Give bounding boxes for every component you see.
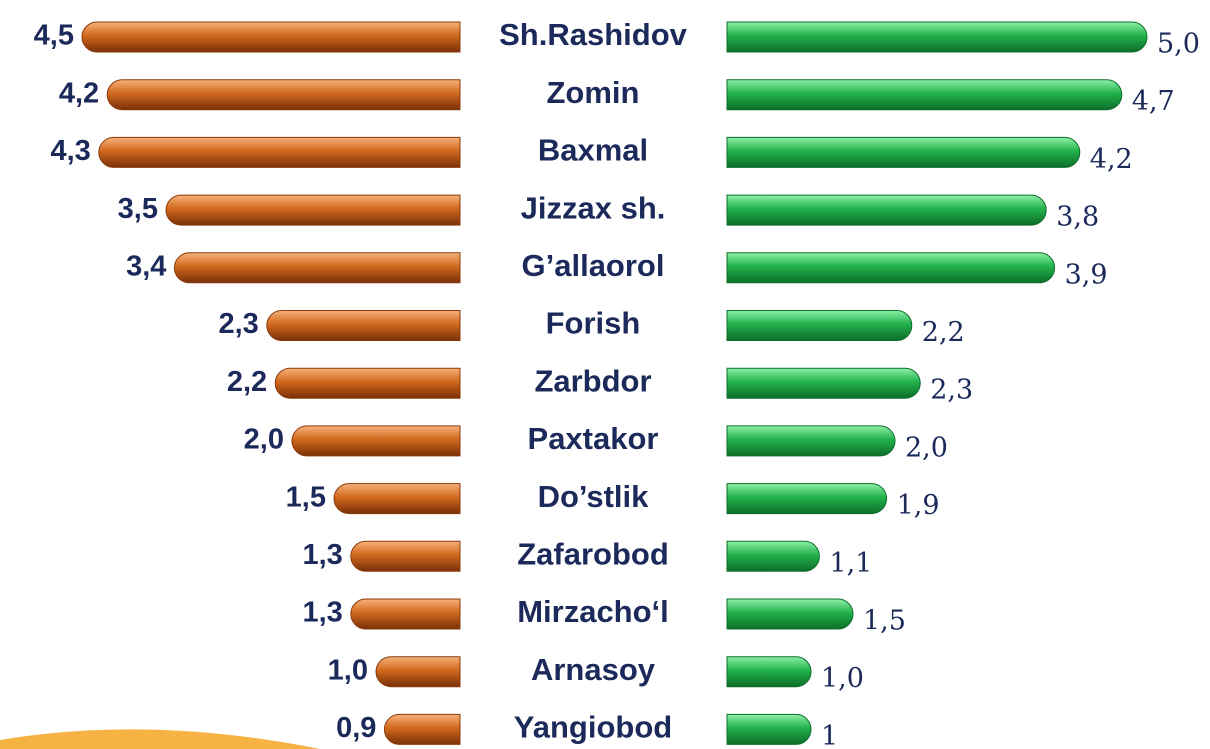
value-label: 4,3 (50, 135, 90, 167)
bar (173, 252, 461, 284)
category-label: Zafarobod (517, 536, 669, 571)
category-label: Zarbdor (534, 363, 651, 398)
bar (266, 310, 461, 341)
category-label: Arnasoy (531, 652, 656, 687)
bar (350, 598, 461, 630)
bar (726, 540, 820, 572)
bar (726, 367, 921, 399)
value-label: 1,5 (863, 606, 906, 637)
bar (291, 425, 461, 457)
value-label: 2,3 (930, 375, 973, 406)
bar (726, 656, 812, 688)
bar (726, 713, 812, 745)
value-label: 3,9 (1065, 259, 1108, 290)
value-label: 3,4 (126, 250, 166, 282)
bar (726, 194, 1047, 226)
value-label: 5,0 (1157, 29, 1200, 60)
value-label: 4,2 (1090, 144, 1133, 175)
bar (98, 136, 461, 168)
category-label: Sh.Rashidov (499, 17, 688, 52)
value-label: 2,0 (244, 424, 284, 456)
value-label: 1 (821, 721, 838, 749)
bar (726, 310, 913, 341)
decoration (0, 729, 320, 749)
bar (726, 252, 1056, 284)
value-label: 3,5 (118, 193, 158, 225)
category-label: Paxtakor (528, 421, 659, 456)
bar (726, 598, 854, 630)
category-label: Baxmal (538, 133, 648, 168)
category-label: Do’stlik (538, 479, 650, 514)
bar (726, 483, 888, 515)
bar (81, 21, 461, 53)
value-label: 4,7 (1132, 86, 1175, 117)
value-label: 2,3 (218, 308, 258, 340)
category-label: Jizzax sh. (521, 190, 666, 225)
value-label: 1,0 (328, 654, 368, 686)
value-label: 1,1 (829, 548, 872, 579)
bar (333, 483, 461, 515)
value-label: 3,8 (1056, 202, 1099, 233)
bar (274, 367, 461, 399)
value-label: 4,5 (34, 20, 74, 52)
value-label: 1,5 (286, 481, 326, 513)
bar (383, 713, 461, 745)
value-label: 2,0 (905, 432, 948, 463)
value-label: 1,9 (897, 490, 940, 521)
value-label: 0,9 (336, 712, 376, 744)
bar (375, 656, 461, 688)
bar (106, 79, 461, 111)
category-label: Zomin (547, 75, 640, 110)
category-label: Yangiobod (514, 710, 672, 745)
bar (726, 79, 1123, 111)
value-label: 4,2 (59, 77, 99, 109)
bar (350, 540, 461, 572)
bar (726, 21, 1148, 53)
bar (726, 425, 896, 457)
category-label: Mirzacho‘l (517, 594, 669, 629)
bar (726, 136, 1081, 168)
value-label: 2,2 (922, 317, 965, 348)
value-label: 1,3 (302, 597, 342, 629)
category-label: Forish (546, 306, 641, 341)
value-label: 1,3 (302, 539, 342, 571)
value-label: 2,2 (227, 366, 267, 398)
bar (165, 194, 461, 226)
value-label: 1,0 (821, 663, 864, 694)
category-label: G’allaorol (522, 248, 665, 283)
